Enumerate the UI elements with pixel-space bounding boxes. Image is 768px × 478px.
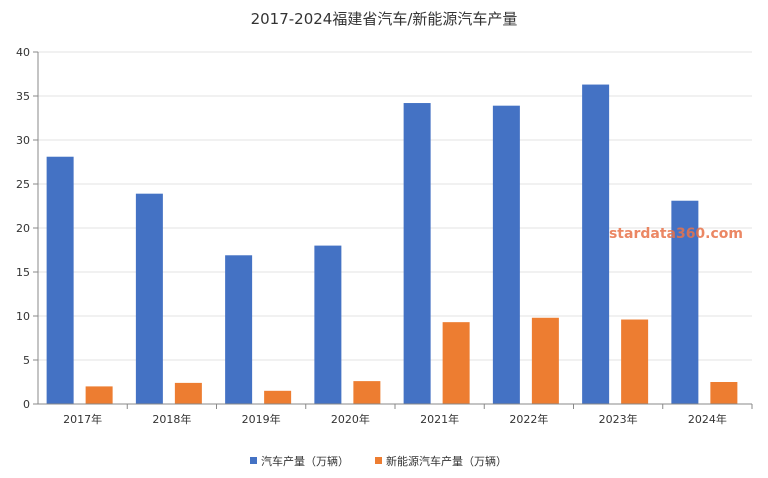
y-tick-label: 5 <box>23 354 30 367</box>
bar-nev-output <box>621 319 649 404</box>
x-tick-label: 2021年 <box>420 412 459 426</box>
y-tick-label: 20 <box>16 222 30 235</box>
bar-nev-output <box>353 381 381 404</box>
bar-vehicle-output <box>671 200 699 404</box>
legend-swatch <box>250 457 257 464</box>
y-axis-ticks: 0 5 10 15 20 25 30 35 40 <box>16 46 38 411</box>
bars <box>46 84 738 405</box>
x-tick-label: 2018年 <box>152 412 191 426</box>
bar-nev-output <box>531 317 559 404</box>
x-tick-label: 2022年 <box>509 412 548 426</box>
bar-vehicle-output <box>403 103 431 404</box>
bar-nev-output <box>85 386 113 404</box>
legend: 汽车产量（万辆） 新能源汽车产量（万辆） <box>250 454 507 468</box>
bar-nev-output <box>710 382 738 404</box>
x-axis-ticks: 2017年 2018年 2019年 2020年 2021年 2022年 2023年 2024年 <box>63 404 753 426</box>
y-tick-label: 10 <box>16 310 30 323</box>
y-tick-label: 15 <box>16 266 30 279</box>
bar-nev-output <box>442 322 470 404</box>
y-tick-label: 30 <box>16 134 30 147</box>
x-tick-label: 2024年 <box>688 412 727 426</box>
y-tick-label: 35 <box>16 90 30 103</box>
y-tick-label: 0 <box>23 398 30 411</box>
bar-vehicle-output <box>492 105 520 405</box>
y-tick-label: 40 <box>16 46 30 59</box>
bar-vehicle-output <box>46 156 74 404</box>
chart-title: 2017-2024福建省汽车/新能源汽车产量 <box>251 10 518 28</box>
bar-vehicle-output <box>225 255 253 404</box>
y-tick-label: 25 <box>16 178 30 191</box>
x-tick-label: 2023年 <box>599 412 638 426</box>
legend-swatch <box>375 457 382 464</box>
x-tick-label: 2019年 <box>242 412 281 426</box>
watermark: stardata360.com <box>609 226 743 242</box>
x-tick-label: 2020年 <box>331 412 370 426</box>
legend-label: 汽车产量（万辆） <box>261 454 349 468</box>
bar-nev-output <box>174 382 202 404</box>
bar-vehicle-output <box>135 193 163 404</box>
legend-label: 新能源汽车产量（万辆） <box>386 454 507 468</box>
bar-vehicle-output <box>314 245 342 404</box>
bar-nev-output <box>264 390 292 404</box>
x-tick-label: 2017年 <box>63 412 102 426</box>
bar-vehicle-output <box>582 84 610 404</box>
